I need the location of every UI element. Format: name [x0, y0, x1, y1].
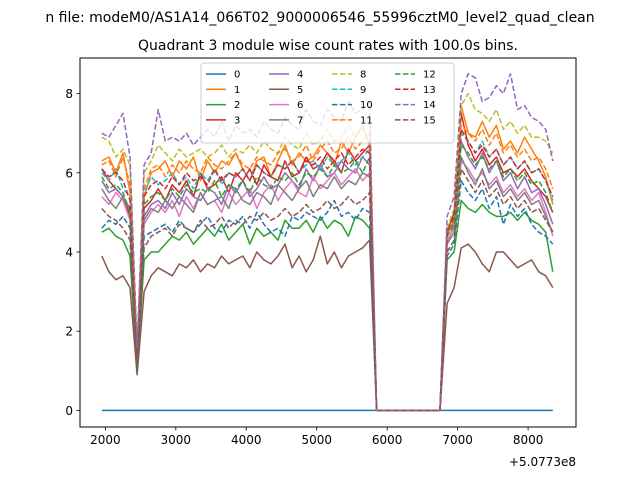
legend-label-13: 13 — [423, 85, 436, 96]
legend-box — [200, 62, 455, 144]
legend-label-14: 14 — [423, 100, 436, 111]
legend-label-8: 8 — [360, 70, 366, 81]
axes-layer: 2000 3000 4000 5000 6000 7000 8000 0 2 4 6 8 — [65, 87, 543, 447]
chart-title: Quadrant 3 module wise count rates with … — [138, 38, 518, 54]
x-tick-label: 8000 — [513, 433, 544, 447]
legend-label-5: 5 — [297, 85, 303, 96]
legend-label-11: 11 — [360, 115, 373, 126]
series-line-13 — [101, 128, 554, 412]
y-tick-label: 4 — [65, 246, 73, 260]
series-line-10 — [101, 179, 554, 412]
legend-label-6: 6 — [297, 100, 303, 111]
x-tick-label: 2000 — [90, 433, 121, 447]
x-tick-label: 6000 — [372, 433, 403, 447]
legend-label-9: 9 — [360, 85, 366, 96]
x-tick-label: 7000 — [442, 433, 473, 447]
series-line-2 — [101, 199, 554, 412]
plot-frame — [79, 57, 577, 428]
legend-label-15: 15 — [423, 115, 436, 126]
x-offset-label: +5.0773e8 — [509, 455, 576, 469]
series-line-7 — [101, 156, 554, 412]
series-line-5 — [101, 235, 554, 412]
series-line-12 — [101, 144, 554, 412]
x-tick-label: 5000 — [301, 433, 332, 447]
x-tick-label: 4000 — [231, 433, 262, 447]
legend-label-1: 1 — [234, 85, 240, 96]
legend-label-12: 12 — [423, 70, 436, 81]
legend-label-7: 7 — [297, 115, 303, 126]
legend-label-0: 0 — [234, 70, 240, 81]
x-tick-label: 3000 — [161, 433, 192, 447]
y-tick-label: 2 — [65, 325, 73, 339]
figure-suptitle: n file: modeM0/AS1A14_066T02_9000006546_… — [45, 10, 594, 26]
y-tick-label: 8 — [65, 87, 73, 101]
series-line-3 — [101, 112, 554, 412]
legend-label-10: 10 — [360, 100, 373, 111]
y-tick-label: 0 — [65, 404, 73, 418]
legend-label-2: 2 — [234, 100, 240, 111]
y-tick-label: 6 — [65, 166, 73, 180]
series-line-9 — [101, 132, 554, 412]
legend-label-4: 4 — [297, 70, 303, 81]
legend-label-3: 3 — [234, 115, 240, 126]
